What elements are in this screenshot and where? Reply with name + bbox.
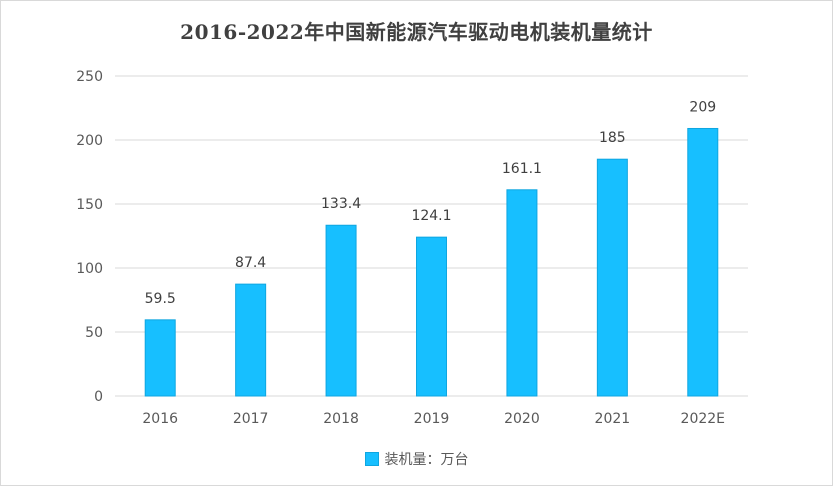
bar (416, 236, 447, 397)
x-tick-label: 2018 (323, 411, 359, 427)
data-label: 124.1 (411, 208, 451, 224)
legend-label: 装机量：万台 (384, 452, 469, 468)
y-tick-label: 150 (76, 197, 103, 213)
data-label: 87.4 (235, 255, 266, 271)
bar (144, 319, 176, 397)
x-tick-label: 2020 (504, 411, 540, 427)
legend: 装机量：万台 (0, 449, 833, 469)
data-label: 133.4 (321, 196, 361, 212)
x-tick-label: 2017 (233, 411, 269, 427)
data-label: 209 (689, 99, 716, 115)
x-tick-label: 2019 (414, 411, 450, 427)
x-tick-label: 2021 (595, 411, 631, 427)
bar (506, 189, 538, 397)
y-axis-ticks: 0 50 100 150 200 250 (76, 69, 103, 405)
legend-swatch (364, 452, 379, 466)
y-tick-label: 50 (85, 325, 103, 341)
bar (235, 283, 267, 397)
bar (687, 127, 719, 397)
bars (144, 127, 719, 397)
y-tick-label: 250 (76, 69, 103, 85)
data-label: 161.1 (502, 161, 542, 177)
y-tick-label: 100 (76, 261, 103, 277)
bar (596, 158, 628, 397)
x-axis-ticks: 2016 2017 2018 2019 2020 2021 2022E (142, 411, 725, 427)
chart-title: 2016-2022年中国新能源汽车驱动电机装机量统计 (180, 20, 653, 44)
y-tick-label: 0 (94, 389, 103, 405)
x-tick-label: 2016 (142, 411, 178, 427)
x-tick-label: 2022E (681, 411, 725, 427)
y-tick-label: 200 (76, 133, 103, 149)
bar (325, 224, 357, 397)
data-label: 185 (599, 130, 626, 146)
data-labels: 59.5 87.4 133.4 124.1 161.1 185 209 (145, 99, 717, 306)
data-label: 59.5 (145, 291, 176, 307)
